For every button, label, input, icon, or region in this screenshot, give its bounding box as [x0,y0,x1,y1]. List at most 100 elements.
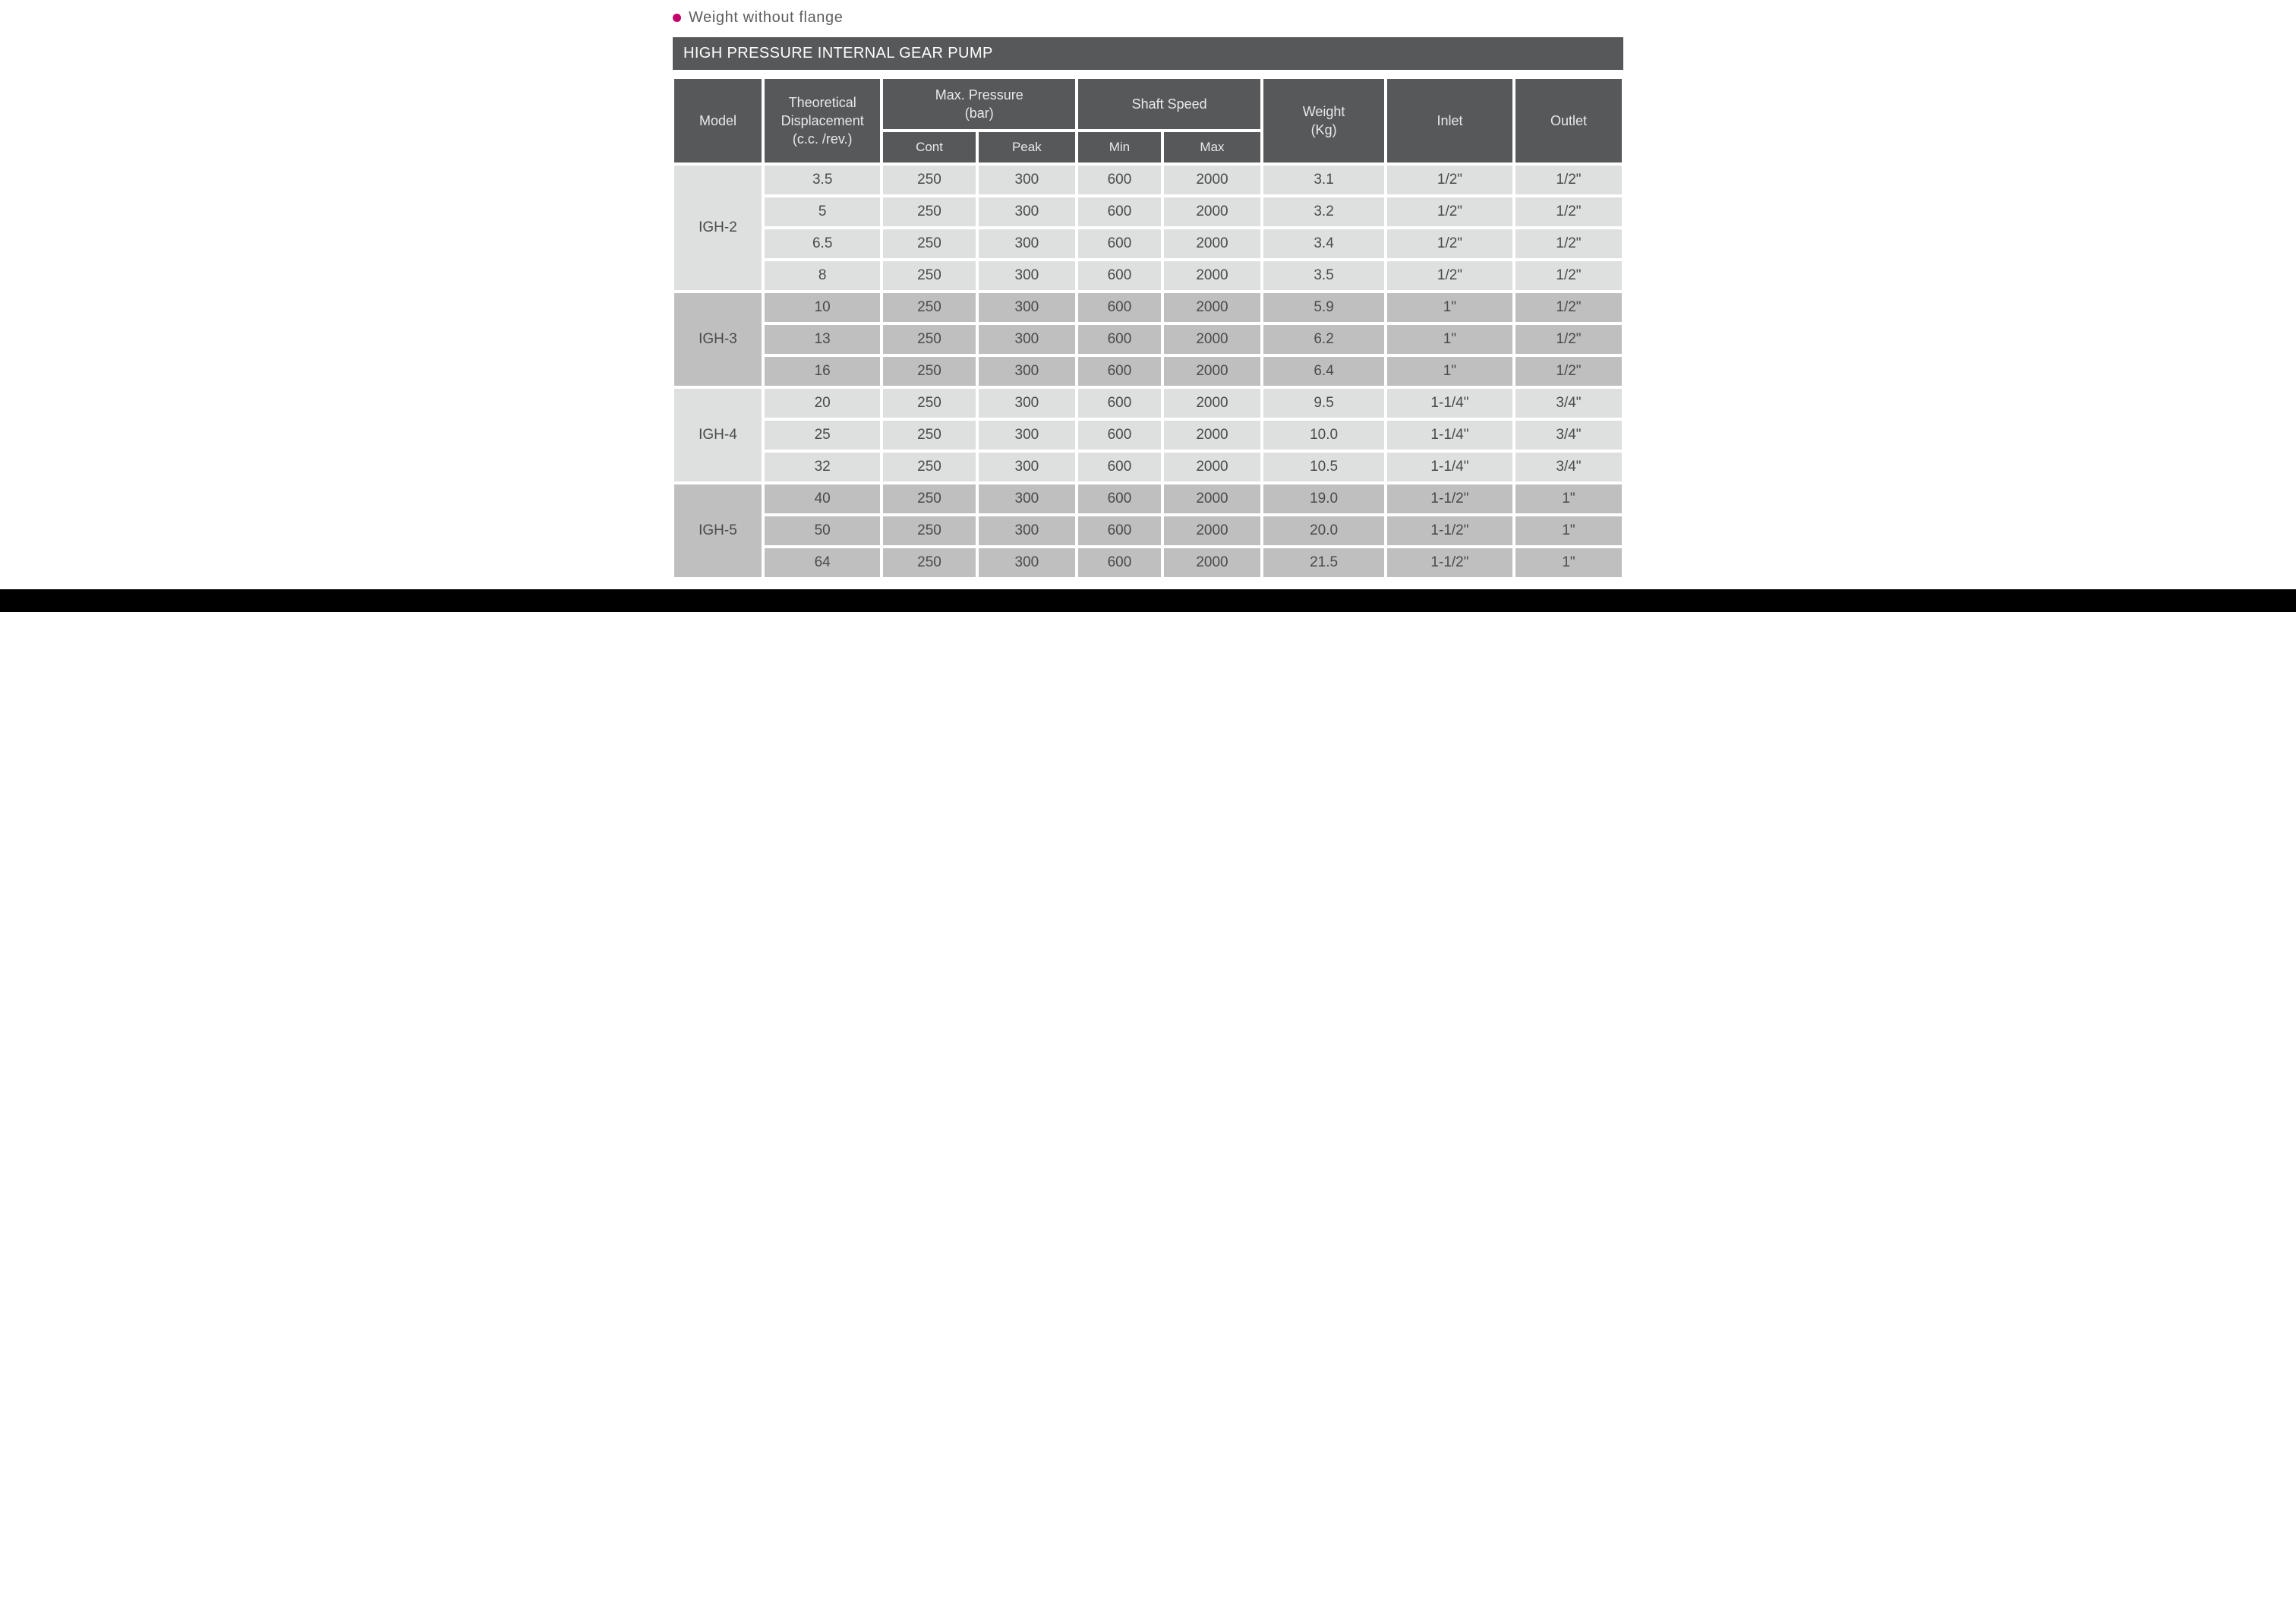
cell-model: IGH-4 [673,387,763,483]
th-peak: Peak [977,131,1077,164]
table-row: 32250300600200010.51-1/4"3/4" [673,451,1623,483]
cell-weight: 3.1 [1262,164,1386,196]
cell-cont: 250 [882,419,976,451]
cell-outlet: 1/2" [1514,260,1623,292]
cell-min: 600 [1077,515,1162,547]
cell-weight: 19.0 [1262,483,1386,515]
table-row: IGH-540250300600200019.01-1/2"1" [673,483,1623,515]
table-row: 64250300600200021.51-1/2"1" [673,547,1623,579]
cell-min: 600 [1077,387,1162,419]
cell-min: 600 [1077,547,1162,579]
cell-disp: 16 [763,355,882,387]
cell-max: 2000 [1162,419,1262,451]
cell-peak: 300 [977,387,1077,419]
cell-weight: 3.4 [1262,228,1386,260]
cell-outlet: 3/4" [1514,387,1623,419]
cell-cont: 250 [882,547,976,579]
cell-inlet: 1-1/2" [1386,547,1514,579]
cell-max: 2000 [1162,260,1262,292]
cell-inlet: 1-1/2" [1386,483,1514,515]
table-head: Model TheoreticalDisplacement(c.c. /rev.… [673,77,1623,164]
cell-max: 2000 [1162,292,1262,323]
cell-weight: 5.9 [1262,292,1386,323]
cell-weight: 6.2 [1262,323,1386,355]
cell-disp: 64 [763,547,882,579]
cell-inlet: 1" [1386,292,1514,323]
cell-outlet: 1" [1514,547,1623,579]
cell-max: 2000 [1162,355,1262,387]
table-row: 1625030060020006.41"1/2" [673,355,1623,387]
cell-cont: 250 [882,515,976,547]
table-row: 825030060020003.51/2"1/2" [673,260,1623,292]
cell-cont: 250 [882,292,976,323]
cell-cont: 250 [882,451,976,483]
cell-inlet: 1-1/4" [1386,387,1514,419]
cell-disp: 8 [763,260,882,292]
caption-row: Weight without flange [673,9,1623,27]
cell-min: 600 [1077,164,1162,196]
th-weight: Weight(Kg) [1262,77,1386,164]
cell-disp: 5 [763,196,882,228]
cell-cont: 250 [882,483,976,515]
cell-min: 600 [1077,292,1162,323]
cell-min: 600 [1077,483,1162,515]
cell-cont: 250 [882,260,976,292]
cell-disp: 50 [763,515,882,547]
cell-inlet: 1/2" [1386,196,1514,228]
cell-inlet: 1-1/2" [1386,515,1514,547]
cell-disp: 25 [763,419,882,451]
cell-cont: 250 [882,228,976,260]
cell-peak: 300 [977,323,1077,355]
cell-max: 2000 [1162,515,1262,547]
cell-cont: 250 [882,196,976,228]
cell-max: 2000 [1162,164,1262,196]
cell-disp: 10 [763,292,882,323]
cell-cont: 250 [882,164,976,196]
cell-disp: 20 [763,387,882,419]
cell-peak: 300 [977,228,1077,260]
cell-outlet: 1/2" [1514,292,1623,323]
cell-model: IGH-3 [673,292,763,387]
table-row: IGH-42025030060020009.51-1/4"3/4" [673,387,1623,419]
cell-peak: 300 [977,164,1077,196]
cell-max: 2000 [1162,451,1262,483]
cell-inlet: 1-1/4" [1386,451,1514,483]
cell-weight: 3.2 [1262,196,1386,228]
cell-min: 600 [1077,323,1162,355]
cell-max: 2000 [1162,387,1262,419]
cell-max: 2000 [1162,228,1262,260]
cell-inlet: 1" [1386,355,1514,387]
cell-outlet: 1" [1514,515,1623,547]
cell-inlet: 1-1/4" [1386,419,1514,451]
cell-cont: 250 [882,387,976,419]
cell-max: 2000 [1162,196,1262,228]
cell-weight: 10.5 [1262,451,1386,483]
cell-inlet: 1" [1386,323,1514,355]
cell-disp: 13 [763,323,882,355]
cell-peak: 300 [977,196,1077,228]
cell-disp: 40 [763,483,882,515]
cell-outlet: 1/2" [1514,196,1623,228]
cell-outlet: 1/2" [1514,355,1623,387]
cell-weight: 9.5 [1262,387,1386,419]
table-row: 50250300600200020.01-1/2"1" [673,515,1623,547]
table-row: IGH-23.525030060020003.11/2"1/2" [673,164,1623,196]
cell-min: 600 [1077,228,1162,260]
cell-peak: 300 [977,547,1077,579]
cell-peak: 300 [977,451,1077,483]
th-cont: Cont [882,131,976,164]
cell-peak: 300 [977,292,1077,323]
caption-text: Weight without flange [689,9,843,27]
table-body: IGH-23.525030060020003.11/2"1/2"52503006… [673,164,1623,579]
footer-bar [0,589,2296,612]
cell-max: 2000 [1162,323,1262,355]
cell-model: IGH-5 [673,483,763,579]
bullet-icon [673,14,681,22]
cell-outlet: 1/2" [1514,323,1623,355]
cell-min: 600 [1077,419,1162,451]
page: Weight without flange HIGH PRESSURE INTE… [662,0,1634,579]
th-model: Model [673,77,763,164]
cell-weight: 21.5 [1262,547,1386,579]
cell-min: 600 [1077,260,1162,292]
th-inlet: Inlet [1386,77,1514,164]
